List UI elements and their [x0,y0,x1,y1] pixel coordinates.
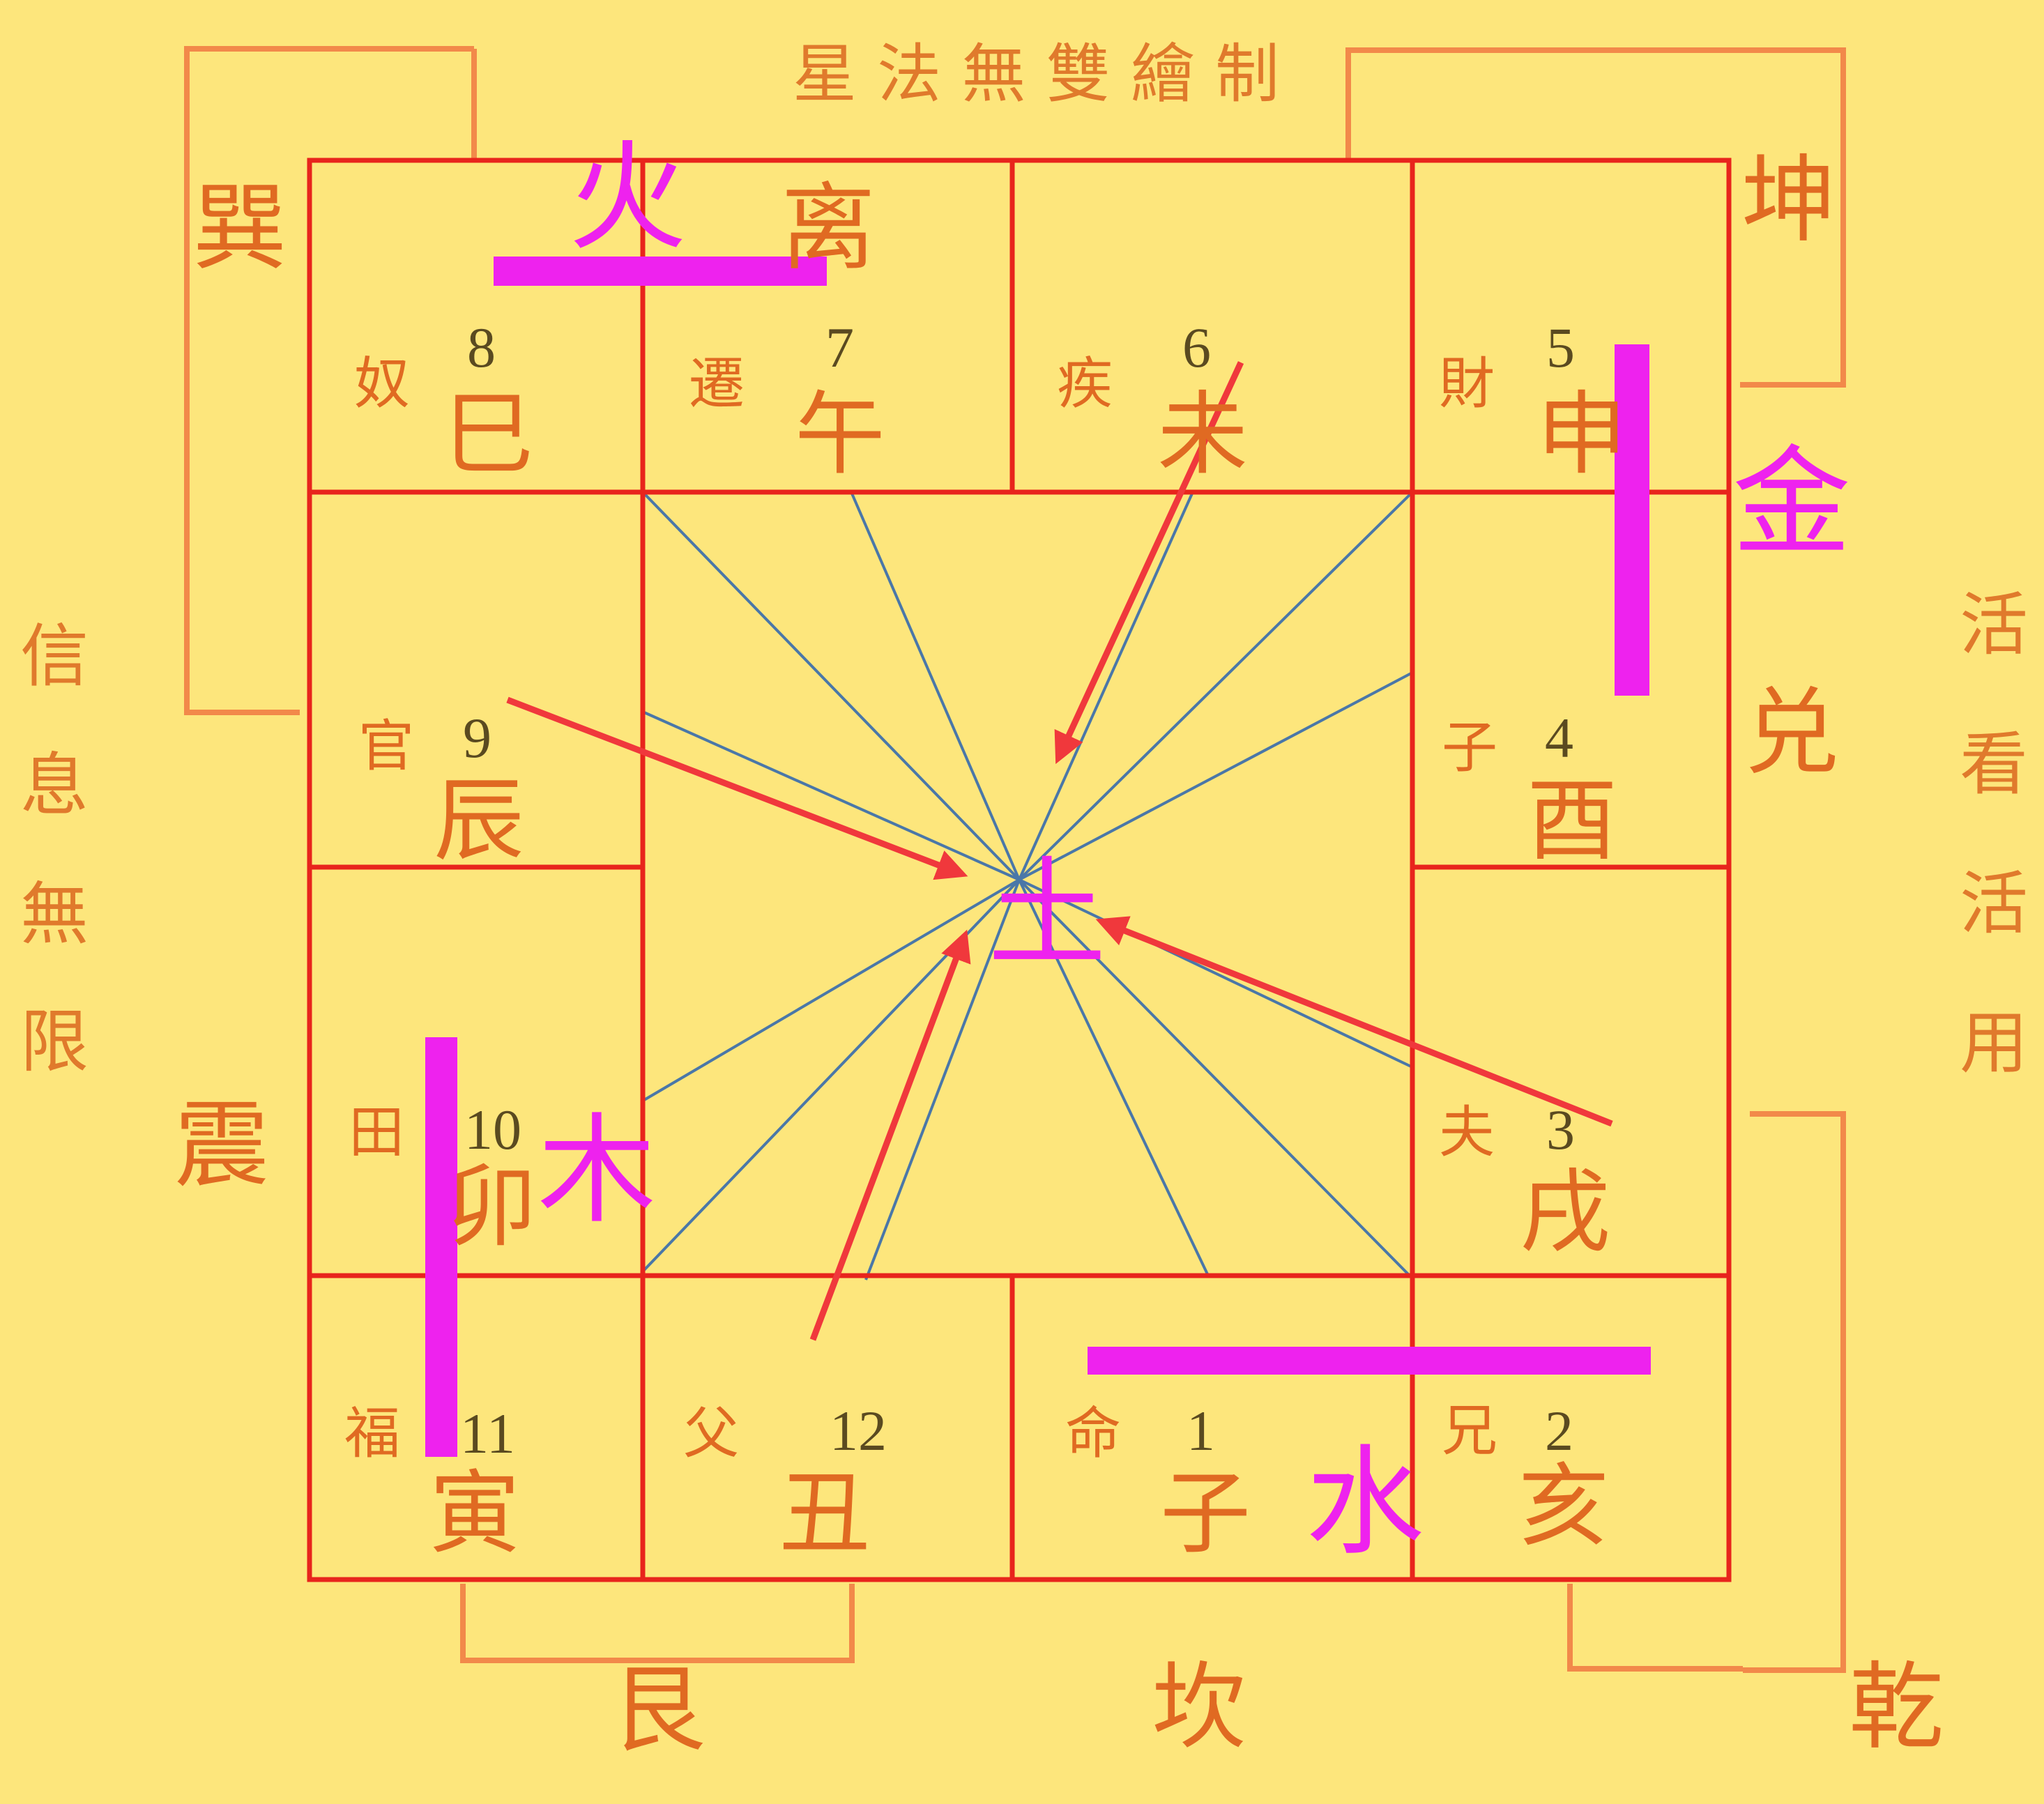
element-water: 水 [1306,1434,1424,1572]
palace-number: 5 [1546,316,1575,379]
left-caption-2: 息 [20,746,89,825]
arrow-from-wei [1054,361,1244,765]
right-caption-2: 看 [1960,725,2028,804]
kun-bracket [1345,47,1846,388]
palace-name: 福 [344,1401,400,1466]
right-caption-4: 用 [1960,1004,2028,1083]
earthly-branch: 亥 [1518,1453,1609,1559]
palace-number: 10 [464,1098,521,1161]
gen-bracket [460,1584,855,1663]
palace-cells: 奴 8 巳 遷 7 午 疾 6 未 財 5 申 子 4 酉 夫 3 戌 兄 2 … [344,316,1627,1566]
ray [643,492,1021,881]
wood-bar [425,1037,457,1457]
palace-number: 12 [830,1399,887,1462]
palace-number: 11 [460,1402,515,1465]
left-caption-4: 限 [20,1002,89,1082]
trigram-qian: 乾 [1849,1653,1944,1763]
ray [1018,879,1210,1278]
trigram-dui: 兑 [1744,678,1839,788]
right-caption-1: 活 [1960,586,2028,665]
left-caption-1: 信 [20,617,89,696]
trigram-li: 离 [781,174,876,284]
ray [851,493,1021,880]
ray [1018,493,1193,880]
element-fire: 火 [568,129,687,267]
arrow-from-xu [1095,916,1613,1127]
earthly-branch: 午 [795,381,885,487]
palace-number: 8 [467,316,496,379]
outer-frame [307,158,1732,1582]
earthly-branch: 未 [1157,381,1248,487]
trigram-zhen: 震 [174,1091,269,1201]
qian-bracket [1743,1111,1846,1673]
palace-number: 4 [1545,706,1573,770]
palace-name: 子 [1442,715,1497,780]
trigram-brackets [184,46,1846,1673]
element-metal: 金 [1732,434,1851,572]
ray [1019,672,1412,881]
earthly-branch: 辰 [434,767,524,873]
xun-bracket [184,46,300,715]
palace-name: 官 [358,714,414,779]
ray [643,878,1021,1101]
palace-name: 命 [1065,1401,1121,1466]
center-rays [643,492,1412,1281]
earthly-branch: 酉 [1527,767,1617,873]
palace-name: 田 [349,1100,404,1165]
palace-name: 遷 [689,351,745,416]
element-earth: 土 [988,846,1106,984]
palace-name: 財 [1439,351,1495,416]
earthly-branch: 巳 [443,381,534,487]
palace-number: 6 [1182,316,1211,379]
palace-number: 9 [463,706,491,770]
element-wood: 木 [537,1102,656,1240]
palace-number: 3 [1546,1098,1575,1161]
earthly-branch: 寅 [429,1460,520,1566]
earthly-branch: 卯 [446,1154,537,1260]
palace-number: 2 [1545,1399,1573,1462]
earthly-branch: 子 [1160,1460,1251,1566]
right-caption-3: 活 [1960,864,2028,944]
top-title: 星 法 無 雙 繪 制 [793,37,1279,112]
metal-bar [1615,344,1649,696]
palace-name: 兄 [1442,1398,1497,1463]
water-bar [1088,1347,1651,1375]
earthly-branch: 戌 [1520,1159,1610,1265]
palace-name: 疾 [1057,351,1113,416]
palace-name: 父 [683,1401,739,1466]
palace-number: 1 [1187,1399,1215,1462]
palace-number: 7 [825,316,854,379]
palace-name: 奴 [354,351,410,416]
ray [1019,878,1412,1068]
ray [643,711,1020,881]
ray [864,879,1021,1281]
earth-arrows [506,361,1613,1341]
trigram-xun: 巽 [192,174,287,284]
earthly-branch: 申 [1536,381,1627,487]
arrow-from-chou [809,929,971,1341]
earthly-branch: 丑 [779,1460,870,1566]
trigram-kun: 坤 [1741,146,1836,256]
trigram-gen: 艮 [611,1656,706,1766]
trigram-kan: 坎 [1152,1653,1246,1763]
fire-bar [494,257,827,286]
palace-name: 夫 [1439,1100,1495,1165]
qian-bracket-bottom [1567,1584,1743,1672]
ray [1018,492,1412,881]
left-caption-3: 無 [20,875,89,954]
element-bars [425,257,1651,1457]
ray [1018,878,1412,1278]
palace-grid [307,158,1732,1582]
arrow-from-chen [506,696,968,880]
